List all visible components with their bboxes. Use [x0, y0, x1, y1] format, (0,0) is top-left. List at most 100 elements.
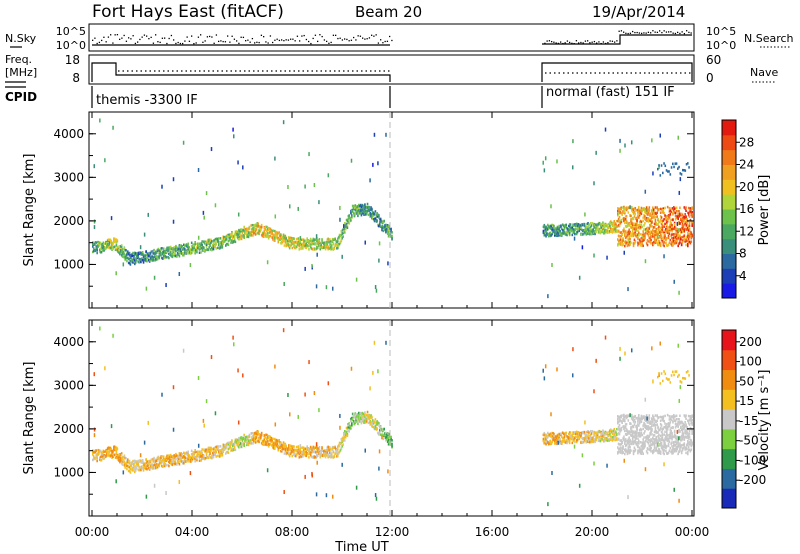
power-point [617, 212, 619, 216]
power-point [659, 226, 662, 230]
power-point [589, 221, 592, 225]
noise-search-point [620, 30, 623, 32]
power-point [113, 239, 115, 243]
power-point [347, 215, 350, 218]
velocity-point [564, 439, 567, 443]
velocity-point [323, 451, 326, 455]
velocity-point [328, 446, 330, 449]
noise-search-point [269, 35, 272, 37]
power-point [680, 231, 682, 234]
power-point [200, 242, 203, 245]
power-point [239, 234, 242, 237]
velocity-point [137, 461, 140, 465]
power-point [389, 228, 392, 231]
velocity-point [248, 441, 251, 444]
velocity-point [560, 433, 562, 437]
power-point [219, 237, 222, 240]
power-point [309, 243, 311, 246]
power-point [647, 217, 650, 220]
velocity-point [227, 451, 230, 455]
power-point [225, 235, 228, 238]
power-point [680, 173, 683, 176]
noise-search-point [353, 36, 355, 39]
noise-search-point [647, 31, 650, 33]
velocity-point [204, 448, 207, 452]
velocity-point [117, 456, 119, 459]
velocity-point [246, 443, 248, 447]
velocity-point [97, 452, 99, 455]
power-point [155, 257, 157, 261]
velocity-point [159, 459, 161, 462]
power-point [607, 226, 609, 230]
velocity-point [253, 439, 256, 443]
power-point [376, 212, 378, 215]
power-point [210, 241, 212, 245]
velocity-point [256, 440, 259, 443]
power-point [221, 246, 224, 249]
velocity-point [161, 464, 163, 468]
power-point [610, 227, 612, 230]
power-point [660, 208, 663, 211]
power-point [371, 216, 373, 220]
power-point [660, 235, 663, 239]
velocity-point [180, 454, 182, 457]
velocity-point [265, 442, 267, 445]
noise-search-point [548, 40, 551, 42]
velocity-point [141, 467, 143, 470]
velocity-point [175, 462, 177, 466]
velocity-point [138, 469, 140, 472]
power-point [269, 230, 272, 234]
power-point [197, 235, 200, 240]
power-point [228, 239, 231, 242]
power-point [645, 206, 648, 210]
power-point [331, 238, 334, 242]
power-point [353, 212, 356, 216]
power-point [617, 225, 619, 228]
power-point [173, 253, 175, 257]
power-point [549, 234, 552, 238]
velocity-point [358, 417, 360, 420]
power-point [663, 241, 665, 244]
power-point [575, 224, 577, 228]
power-point [677, 167, 679, 170]
power-point [95, 245, 98, 248]
velocity-point [388, 434, 391, 438]
velocity-point [369, 416, 371, 419]
velocity-point [219, 449, 222, 453]
power-point [690, 240, 693, 243]
power-point [232, 236, 234, 240]
power-point [360, 213, 363, 217]
power-point [329, 243, 331, 247]
power-point [579, 227, 581, 231]
power-point [351, 215, 353, 218]
power-point [374, 285, 377, 290]
velocity-point [352, 414, 355, 418]
velocity-point [160, 460, 162, 463]
power-point [181, 248, 183, 251]
power-point [287, 184, 289, 189]
power-point [211, 246, 213, 250]
velocity-point [620, 426, 623, 430]
velocity-point [173, 454, 175, 457]
power-point [648, 206, 651, 209]
noise-search-point [296, 35, 299, 37]
power-point [177, 253, 180, 257]
noise-search-point [179, 42, 182, 45]
power-point [92, 249, 95, 253]
velocity-point [267, 443, 270, 446]
power-point [246, 235, 249, 238]
velocity-point [338, 441, 341, 445]
power-point [652, 171, 654, 176]
power-point [247, 231, 250, 235]
power-point [585, 229, 588, 233]
noise-search-point [670, 31, 672, 33]
velocity-point [218, 455, 221, 458]
noise-search-point [679, 32, 681, 35]
power-point [661, 219, 664, 223]
velocity-point [372, 425, 375, 429]
velocity-point [113, 447, 115, 451]
power-point [304, 242, 307, 246]
velocity-point [316, 445, 318, 448]
power-point [126, 253, 128, 256]
velocity-point [630, 428, 632, 431]
